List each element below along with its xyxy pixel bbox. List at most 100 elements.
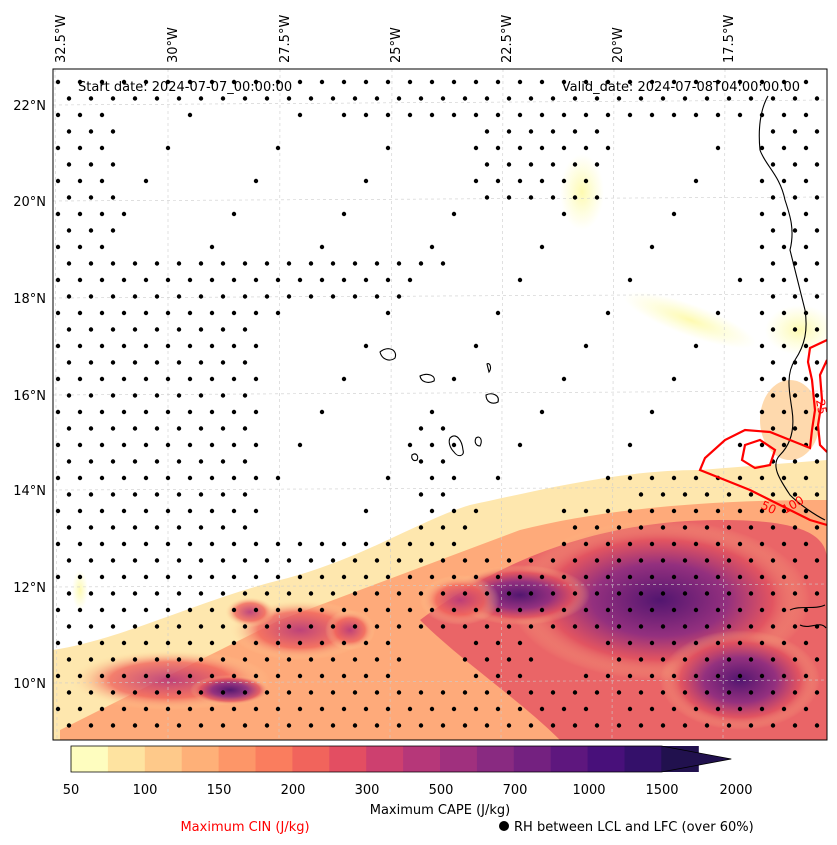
rh-dot bbox=[792, 228, 798, 233]
rh-dot bbox=[462, 723, 468, 728]
rh-dot bbox=[286, 657, 292, 662]
rh-dot bbox=[803, 211, 809, 217]
rh-dot bbox=[440, 261, 446, 266]
rh-dot bbox=[242, 690, 248, 695]
rh-dot bbox=[132, 426, 138, 431]
rh-dot bbox=[88, 624, 94, 629]
rh-dot bbox=[352, 96, 358, 101]
rh-dot bbox=[440, 624, 446, 629]
rh-dot bbox=[363, 706, 369, 712]
rh-dot bbox=[319, 244, 325, 250]
rh-dot bbox=[231, 640, 237, 646]
rh-dot bbox=[308, 294, 314, 299]
rh-dot bbox=[319, 640, 325, 646]
rh-dot bbox=[110, 96, 116, 101]
rh-dot bbox=[55, 541, 61, 547]
rh-dot bbox=[154, 723, 160, 728]
rh-dot bbox=[341, 574, 347, 580]
rh-dot bbox=[737, 541, 743, 547]
rh-dot bbox=[594, 195, 600, 200]
rh-dot bbox=[803, 79, 809, 85]
rh-dot bbox=[627, 442, 633, 448]
rh-dot bbox=[55, 475, 61, 481]
colorbar-segment bbox=[144, 746, 183, 772]
rh-dot bbox=[297, 607, 303, 613]
rh-dot bbox=[495, 673, 501, 679]
rh-dot bbox=[253, 343, 259, 349]
rh-dot bbox=[792, 723, 798, 728]
rh-dot bbox=[88, 393, 94, 398]
rh-dot bbox=[770, 393, 776, 398]
rh-dot bbox=[88, 96, 94, 101]
rh-dot bbox=[385, 475, 391, 481]
colorbar-tick-label: 700 bbox=[503, 783, 528, 798]
rh-dot bbox=[440, 426, 446, 431]
rh-dot bbox=[473, 607, 479, 613]
rh-dot bbox=[693, 112, 699, 118]
rh-dot bbox=[781, 673, 787, 679]
rh-dot bbox=[341, 706, 347, 712]
rh-dot bbox=[715, 508, 721, 514]
rh-dot bbox=[759, 706, 765, 712]
rh-dot bbox=[55, 640, 61, 646]
rh-dot bbox=[297, 79, 303, 85]
rh-dot bbox=[77, 673, 83, 679]
rh-dot bbox=[792, 162, 798, 167]
rh-dot bbox=[187, 343, 193, 349]
rh-dot bbox=[660, 690, 666, 695]
rh-dot bbox=[704, 690, 710, 695]
rh-dot bbox=[99, 574, 105, 580]
rh-dot bbox=[66, 261, 72, 266]
rh-dot bbox=[132, 624, 138, 629]
rh-dot bbox=[649, 79, 655, 85]
rh-dot bbox=[484, 723, 490, 728]
rh-dot bbox=[88, 294, 94, 299]
rh-dot bbox=[99, 442, 105, 448]
rh-dot bbox=[484, 195, 490, 200]
rh-dot bbox=[506, 96, 512, 101]
rh-dot bbox=[649, 673, 655, 679]
rh-dot bbox=[407, 442, 413, 448]
rh-dot bbox=[770, 690, 776, 695]
rh-dot bbox=[594, 129, 600, 134]
rh-dot bbox=[319, 541, 325, 547]
rh-dot bbox=[671, 112, 677, 118]
rh-dot bbox=[264, 723, 270, 728]
rh-dot bbox=[187, 541, 193, 547]
rh-dot bbox=[473, 112, 479, 118]
rh-dot bbox=[594, 96, 600, 101]
rh-dot bbox=[385, 112, 391, 118]
rh-dot bbox=[627, 475, 633, 481]
rh-dot bbox=[385, 310, 391, 316]
lon-label: 17.5°W bbox=[722, 15, 737, 63]
rh-dot bbox=[220, 492, 226, 497]
rh-dot bbox=[759, 673, 765, 679]
rh-dot bbox=[132, 294, 138, 299]
rh-dot bbox=[297, 574, 303, 580]
rh-dot bbox=[528, 591, 534, 596]
rh-dot bbox=[275, 79, 281, 85]
rh-dot bbox=[572, 591, 578, 596]
rh-dot bbox=[440, 492, 446, 497]
rh-dot bbox=[748, 96, 754, 101]
rh-dot bbox=[88, 360, 94, 365]
rh-dot bbox=[220, 96, 226, 101]
rh-dot bbox=[506, 723, 512, 728]
rh-dot bbox=[539, 706, 545, 712]
rh-dot bbox=[198, 624, 204, 629]
rh-dot bbox=[649, 607, 655, 613]
rh-dot bbox=[187, 442, 193, 448]
rh-dot bbox=[176, 459, 182, 464]
rh-dot bbox=[429, 508, 435, 514]
rh-dot bbox=[154, 591, 160, 596]
rh-dot bbox=[803, 607, 809, 613]
contour-label-25: 25 bbox=[813, 398, 829, 415]
rh-dot bbox=[770, 492, 776, 497]
rh-dot bbox=[165, 574, 171, 580]
rh-dot bbox=[429, 112, 435, 118]
rh-dot bbox=[165, 343, 171, 349]
rh-dot bbox=[187, 673, 193, 679]
rh-dot bbox=[154, 690, 160, 695]
rh-dot bbox=[220, 690, 226, 695]
rh-dot bbox=[220, 525, 226, 530]
